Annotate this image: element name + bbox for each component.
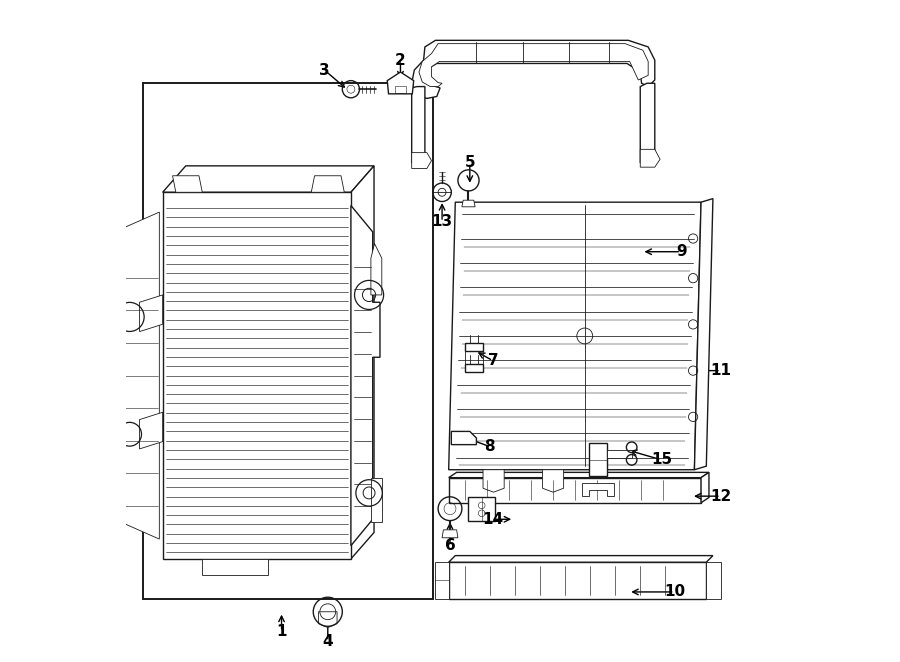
Text: 12: 12 bbox=[710, 489, 732, 504]
Text: 4: 4 bbox=[322, 634, 333, 649]
Text: 3: 3 bbox=[320, 62, 329, 77]
Text: 2: 2 bbox=[395, 53, 406, 68]
Polygon shape bbox=[351, 166, 374, 559]
Bar bbox=[163, 192, 351, 559]
Bar bbox=[143, 83, 434, 598]
Text: 9: 9 bbox=[676, 244, 687, 260]
Polygon shape bbox=[351, 205, 380, 545]
Polygon shape bbox=[449, 555, 713, 562]
Polygon shape bbox=[640, 83, 655, 165]
Polygon shape bbox=[371, 478, 382, 522]
Text: 11: 11 bbox=[710, 363, 732, 378]
Polygon shape bbox=[173, 175, 202, 192]
Polygon shape bbox=[411, 153, 431, 169]
Text: 6: 6 bbox=[445, 538, 455, 553]
Polygon shape bbox=[483, 470, 504, 492]
Polygon shape bbox=[706, 562, 721, 598]
Polygon shape bbox=[419, 44, 648, 87]
Polygon shape bbox=[464, 343, 483, 351]
Polygon shape bbox=[449, 473, 709, 478]
Bar bbox=[395, 86, 406, 93]
Polygon shape bbox=[582, 483, 614, 496]
Polygon shape bbox=[140, 295, 163, 332]
Polygon shape bbox=[436, 562, 449, 598]
Text: 1: 1 bbox=[276, 624, 287, 639]
Polygon shape bbox=[114, 212, 159, 539]
Text: 14: 14 bbox=[482, 512, 503, 527]
Polygon shape bbox=[202, 559, 268, 575]
Polygon shape bbox=[608, 450, 632, 458]
Polygon shape bbox=[411, 87, 425, 165]
Polygon shape bbox=[464, 364, 483, 372]
Text: 5: 5 bbox=[464, 155, 475, 170]
Text: 15: 15 bbox=[651, 452, 672, 467]
Polygon shape bbox=[449, 478, 701, 502]
Polygon shape bbox=[701, 473, 709, 502]
Polygon shape bbox=[589, 444, 608, 477]
Polygon shape bbox=[311, 175, 345, 192]
Polygon shape bbox=[695, 199, 713, 470]
Polygon shape bbox=[469, 497, 495, 521]
Polygon shape bbox=[371, 244, 382, 295]
Polygon shape bbox=[319, 612, 337, 628]
Text: 10: 10 bbox=[664, 585, 685, 600]
Text: 8: 8 bbox=[484, 439, 495, 454]
Text: 13: 13 bbox=[431, 214, 453, 230]
Polygon shape bbox=[449, 202, 701, 470]
Polygon shape bbox=[387, 72, 414, 94]
Polygon shape bbox=[140, 412, 163, 449]
Polygon shape bbox=[449, 562, 706, 598]
Text: 7: 7 bbox=[488, 354, 499, 368]
Polygon shape bbox=[442, 530, 458, 538]
Polygon shape bbox=[411, 40, 655, 99]
Polygon shape bbox=[451, 432, 476, 445]
Polygon shape bbox=[640, 150, 660, 167]
Polygon shape bbox=[543, 470, 563, 492]
Polygon shape bbox=[462, 200, 475, 207]
Polygon shape bbox=[163, 166, 374, 192]
